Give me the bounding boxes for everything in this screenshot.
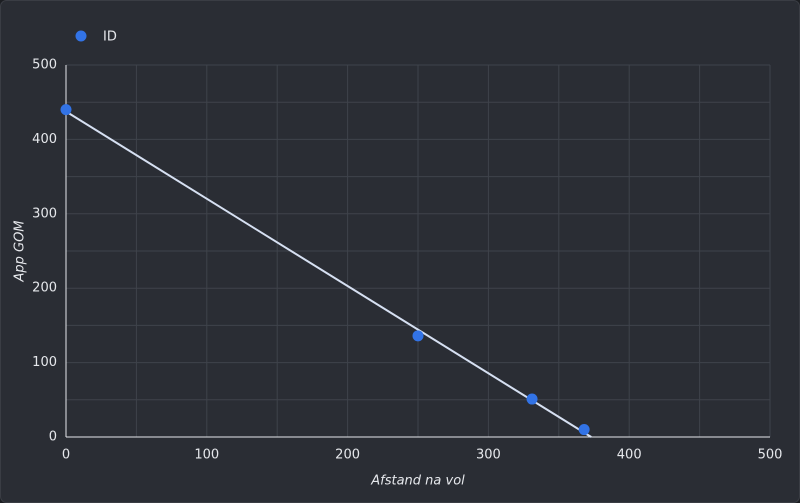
- y-tick-label: 100: [32, 355, 57, 370]
- x-tick-label: 400: [617, 448, 642, 463]
- x-tick-label: 0: [62, 448, 70, 463]
- x-tick-label: 200: [335, 448, 360, 463]
- point: [526, 393, 538, 405]
- point: [578, 424, 590, 436]
- point: [60, 104, 72, 116]
- y-tick-label: 500: [32, 58, 57, 73]
- y-tick-label: 400: [32, 132, 57, 147]
- x-tick-label: 500: [758, 448, 783, 463]
- legend-label: ID: [103, 30, 117, 45]
- point: [412, 330, 424, 342]
- y-tick-label: 200: [32, 281, 57, 296]
- y-axis-label: App GOM: [13, 220, 28, 282]
- y-tick-label: 0: [49, 430, 57, 445]
- trendline: [65, 110, 592, 438]
- x-axis-label: Afstand na vol: [370, 474, 465, 489]
- x-tick-label: 300: [476, 448, 501, 463]
- x-tick-label: 100: [194, 448, 219, 463]
- legend-marker: [75, 30, 87, 42]
- y-tick-label: 300: [32, 206, 57, 221]
